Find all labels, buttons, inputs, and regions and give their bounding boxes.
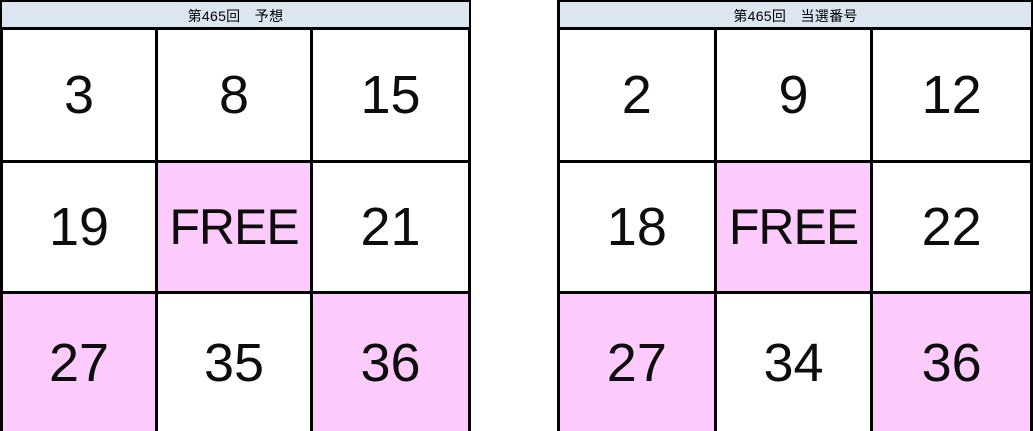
bingo-cell[interactable]: 12 [873, 30, 1030, 163]
bingo-cell[interactable]: 36 [873, 294, 1030, 431]
winning-numbers-card-title: 第465回 当選番号 [557, 0, 1033, 30]
bingo-cell[interactable]: 3 [3, 30, 158, 163]
bingo-cell[interactable]: 19 [3, 163, 158, 294]
prediction-card-title: 第465回 予想 [0, 0, 471, 30]
bingo-cell[interactable]: 36 [313, 294, 468, 431]
bingo-cell[interactable]: 27 [3, 294, 158, 431]
prediction-bingo-grid: 3 8 15 19 FREE 21 27 35 36 [0, 30, 471, 431]
bingo-cell[interactable]: 9 [716, 30, 874, 163]
bingo-cell[interactable]: 18 [560, 163, 717, 294]
winning-numbers-bingo-grid: 2 9 12 18 FREE 22 27 34 36 [557, 30, 1033, 431]
bingo-cell[interactable]: 8 [158, 30, 313, 163]
bingo-cell[interactable]: 27 [560, 294, 717, 431]
bingo-cell[interactable]: 2 [560, 30, 717, 163]
bingo-cell-free[interactable]: FREE [158, 163, 313, 294]
winning-numbers-bingo-card: 第465回 当選番号 2 9 12 18 FREE 22 27 34 36 [557, 0, 1033, 431]
bingo-cell[interactable]: 35 [158, 294, 313, 431]
bingo-cell[interactable]: 34 [716, 294, 874, 431]
bingo-cell[interactable]: 21 [313, 163, 468, 294]
prediction-bingo-card: 第465回 予想 3 8 15 19 FREE 21 27 35 36 [0, 0, 471, 431]
bingo-cell[interactable]: 22 [873, 163, 1030, 294]
bingo-cell-free[interactable]: FREE [716, 163, 874, 294]
bingo-cell[interactable]: 15 [313, 30, 468, 163]
